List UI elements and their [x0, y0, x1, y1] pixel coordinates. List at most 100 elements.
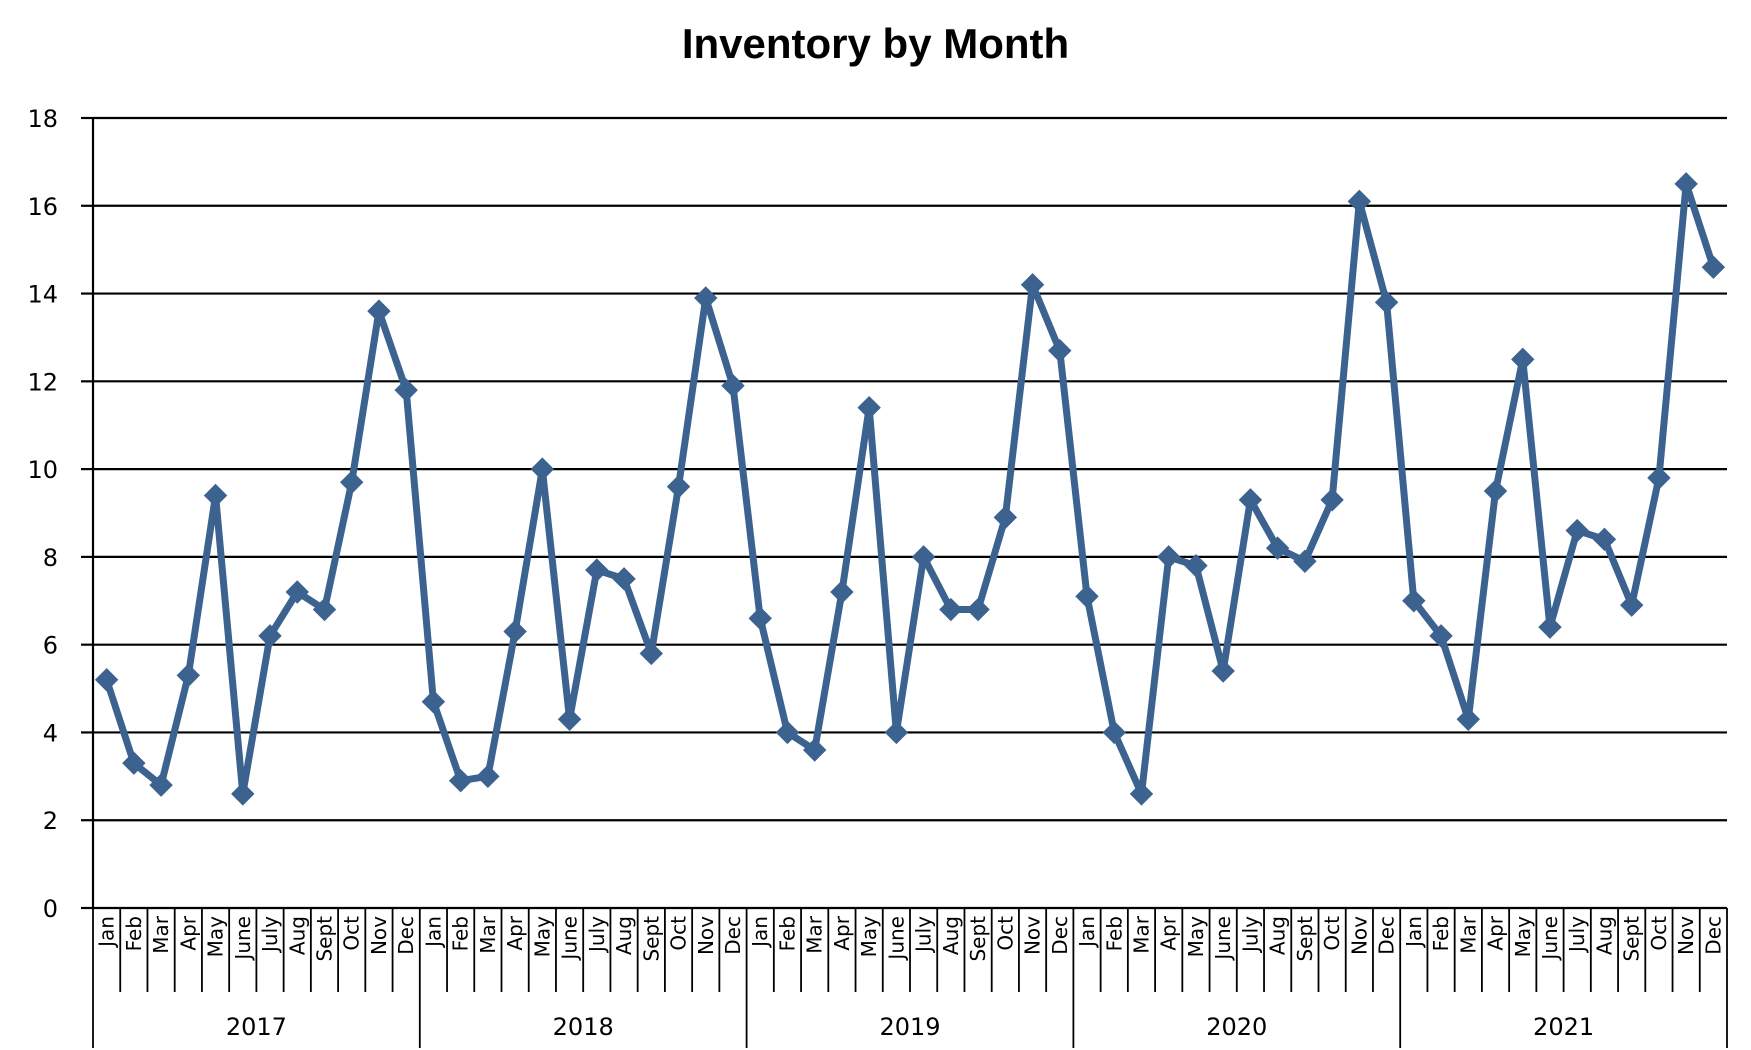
y-tick-label: 18: [27, 105, 58, 133]
x-month-label: Mar: [476, 915, 500, 954]
x-month-label: May: [1511, 916, 1535, 958]
data-point: [857, 395, 881, 420]
data-point: [1265, 536, 1290, 560]
x-month-label: Feb: [1429, 916, 1453, 951]
data-point: [1674, 172, 1698, 196]
data-point: [394, 378, 418, 402]
data-point: [1157, 545, 1181, 569]
y-tick-label: 14: [27, 281, 58, 309]
data-point: [830, 580, 854, 604]
x-month-label: Apr: [503, 915, 527, 950]
data-point: [176, 663, 201, 688]
x-month-label: Feb: [775, 916, 799, 951]
gridlines: [93, 116, 1727, 822]
data-point: [993, 505, 1018, 530]
x-month-label: May: [1184, 916, 1208, 958]
x-month-label: Dec: [394, 916, 418, 955]
data-point: [939, 597, 963, 622]
data-point: [1320, 488, 1344, 512]
data-point: [639, 641, 663, 666]
data-point: [1048, 338, 1072, 363]
data-point: [340, 470, 364, 494]
x-month-label: Mar: [149, 915, 173, 954]
data-point: [203, 483, 228, 508]
x-month-label: May: [530, 916, 554, 958]
x-month-label: Aug: [285, 916, 309, 955]
x-month-label: Nov: [1674, 916, 1698, 955]
x-month-label: Sept: [1293, 916, 1317, 962]
data-point: [966, 597, 990, 622]
data-point: [1102, 720, 1126, 745]
x-month-label: Feb: [1102, 916, 1126, 951]
x-month-label: Jan: [748, 916, 772, 949]
data-point: [448, 769, 473, 793]
data-point: [1511, 347, 1535, 372]
x-month-label: Nov: [694, 916, 718, 955]
x-month-label: July: [1238, 916, 1262, 954]
series-inventory: [94, 172, 1726, 806]
data-point: [122, 751, 146, 775]
x-month-label: Aug: [1266, 916, 1290, 955]
y-tick-label: 0: [43, 895, 58, 923]
data-point: [694, 286, 718, 310]
x-month-label: June: [231, 916, 255, 962]
chart-title: Inventory by Month: [681, 20, 1070, 67]
data-point: [476, 764, 500, 789]
x-month-label: May: [857, 916, 881, 958]
x-month-label: Feb: [449, 916, 473, 951]
x-category-labels: Jan Feb Mar Apr May June July Aug Sept Oct Nov Dec J…: [95, 915, 1726, 1041]
x-month-label: Nov: [1347, 916, 1371, 955]
x-month-label: Oct: [667, 916, 691, 951]
x-month-label: Sept: [1620, 916, 1644, 962]
data-point: [1293, 549, 1317, 573]
x-month-label: Oct: [340, 916, 364, 951]
x-month-label: July: [585, 916, 609, 954]
data-point: [94, 668, 119, 692]
x-month-label: June: [884, 916, 908, 962]
x-month-label: Jan: [1075, 916, 1099, 949]
data-point: [1374, 290, 1399, 315]
data-point: [1075, 584, 1099, 609]
data-point: [802, 738, 827, 762]
data-point: [748, 606, 772, 631]
x-month-label: Mar: [803, 915, 827, 954]
x-month-label: Dec: [1701, 916, 1725, 955]
data-point: [1020, 273, 1045, 297]
data-point: [1619, 593, 1644, 617]
x-month-label: July: [912, 916, 936, 954]
data-point: [721, 374, 745, 398]
data-point: [1483, 479, 1508, 503]
data-point: [666, 474, 691, 499]
x-year-label: 2017: [226, 1013, 287, 1041]
data-point: [775, 720, 800, 745]
data-point: [612, 567, 636, 591]
x-month-label: Mar: [1456, 915, 1480, 954]
x-month-label: Sept: [639, 916, 663, 962]
x-month-label: Mar: [1129, 915, 1153, 954]
data-point: [1592, 527, 1617, 552]
series-line: [103, 180, 1717, 798]
x-month-label: Dec: [1375, 916, 1399, 955]
data-point: [149, 773, 173, 797]
data-point: [231, 782, 255, 806]
data-point: [285, 580, 309, 604]
data-point: [367, 299, 391, 323]
data-point: [1184, 553, 1208, 578]
data-point: [1565, 518, 1589, 543]
data-point: [1456, 707, 1480, 731]
x-month-label: June: [1538, 916, 1562, 962]
data-point: [503, 619, 527, 644]
x-month-label: Sept: [966, 916, 990, 962]
x-year-label: 2020: [1206, 1013, 1267, 1041]
y-tick-label: 12: [27, 368, 58, 396]
x-month-label: Oct: [1320, 916, 1344, 951]
y-tick-label: 6: [43, 632, 58, 660]
data-point: [421, 690, 446, 714]
data-point: [1129, 782, 1154, 806]
data-point: [1647, 466, 1671, 490]
y-tick-label: 10: [27, 456, 58, 484]
data-point: [1238, 488, 1263, 512]
x-month-label: Apr: [1484, 915, 1508, 950]
data-point: [1701, 255, 1726, 279]
y-tick-label: 8: [43, 544, 58, 572]
